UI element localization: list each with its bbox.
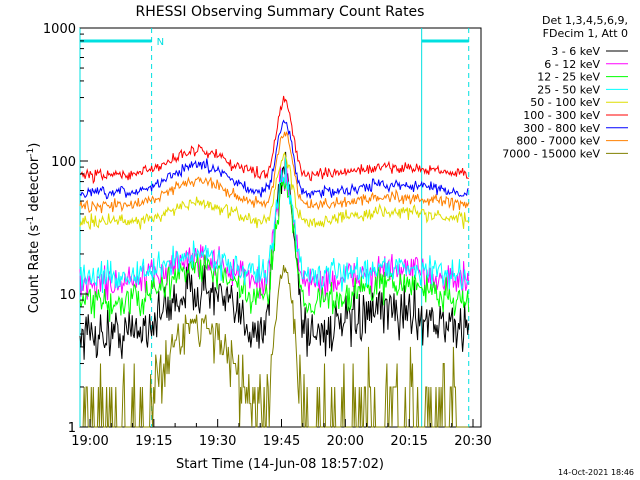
footer-date: 14-Oct-2021 18:46 (558, 468, 634, 477)
series-line-5 (79, 95, 469, 185)
series-line-3 (79, 156, 470, 294)
y-axis-label-part-2: detector (27, 156, 42, 216)
y-tick-label-1: 10 (59, 288, 76, 303)
series-line-7 (79, 130, 470, 214)
y-axis-label-superscript-1: -1 (26, 216, 36, 225)
legend-header-line-2: FDecim 1, Att 0 (543, 27, 628, 40)
y-tick-label-3: 1000 (43, 22, 76, 37)
y-axis-label-superscript-2: -1 (26, 148, 36, 157)
y-axis-label-part-3: ) (27, 143, 42, 148)
y-axis-label-part-1: Count Rate (s (27, 225, 42, 314)
series-line-4 (79, 151, 470, 230)
axis-layer: 19:00 19:15 19:30 19:45 20:00 20:15 20:30 1 10 10… (43, 22, 492, 449)
legend-label-5: 100 - 300 keV (523, 109, 600, 122)
x-tick-label-0: 19:00 (71, 434, 108, 449)
chart-title: RHESSI Observing Summary Count Rates (136, 4, 425, 20)
x-tick-label-6: 20:30 (454, 434, 491, 449)
y-axis-label: Count Rate (s-1 detector-1) (26, 143, 42, 314)
legend-label-3: 25 - 50 keV (537, 83, 600, 96)
x-tick-label-3: 19:45 (263, 434, 300, 449)
x-tick-label-4: 20:00 (327, 434, 364, 449)
legend-label-4: 50 - 100 keV (530, 96, 600, 109)
series-layer (79, 95, 470, 428)
x-tick-label-1: 19:15 (135, 434, 172, 449)
x-tick-label-5: 20:15 (390, 434, 427, 449)
legend-label-2: 12 - 25 keV (537, 71, 600, 84)
legend-label-7: 800 - 7000 keV (516, 135, 600, 148)
series-line-8 (80, 265, 469, 428)
legend-label-1: 6 - 12 keV (544, 58, 600, 71)
legend-label-8: 7000 - 15000 keV (502, 147, 600, 160)
series-line-2 (79, 177, 470, 322)
x-axis-label: Start Time (14-Jun-08 18:57:02) (176, 457, 384, 472)
legend-header-line-1: Det 1,3,4,5,6,9, (542, 14, 628, 27)
flag-layer: N (79, 28, 470, 427)
legend-label-0: 3 - 6 keV (551, 45, 600, 58)
series-line-6 (79, 119, 469, 200)
x-tick-label-2: 19:30 (199, 434, 236, 449)
y-tick-label-2: 100 (51, 155, 76, 170)
flag-label: N (157, 37, 164, 48)
legend-label-6: 300 - 800 keV (523, 122, 600, 135)
y-tick-label-0: 1 (68, 421, 76, 436)
